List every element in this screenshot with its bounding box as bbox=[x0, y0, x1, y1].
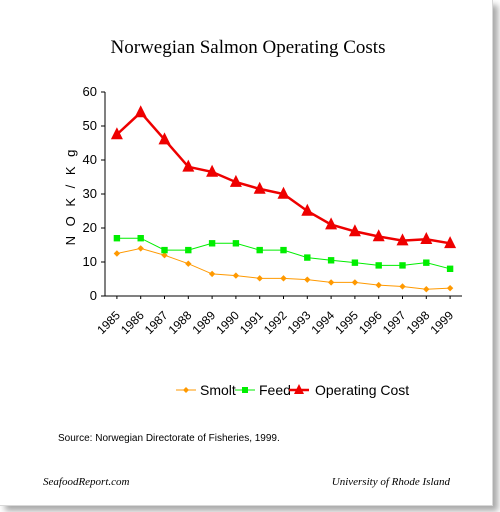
data-point-feed bbox=[185, 246, 192, 254]
data-point-smolt bbox=[351, 279, 359, 286]
data-point-smolt bbox=[446, 284, 454, 292]
data-point-operating-cost bbox=[229, 174, 242, 187]
legend-label: Smolt bbox=[200, 382, 236, 398]
footer-left: SeafoodReport.com bbox=[43, 476, 130, 488]
series-operating-cost bbox=[110, 105, 457, 249]
data-point-smolt bbox=[208, 270, 216, 278]
legend-item-feed: Feed bbox=[235, 382, 291, 398]
data-point-smolt bbox=[399, 283, 406, 290]
y-tick-label: 50 bbox=[83, 118, 97, 133]
data-point-feed bbox=[161, 246, 168, 254]
legend-label: Feed bbox=[259, 382, 291, 398]
y-tick-label: 10 bbox=[83, 254, 97, 269]
data-point-feed bbox=[208, 240, 216, 247]
data-point-smolt bbox=[304, 276, 311, 283]
data-point-feed bbox=[399, 262, 406, 269]
x-ticks: 1985198619871988198919901991199219931994… bbox=[94, 296, 456, 337]
x-tick-label: 1989 bbox=[189, 308, 218, 337]
x-tick-label: 1994 bbox=[308, 308, 337, 337]
data-point-feed bbox=[304, 254, 311, 261]
data-point-operating-cost bbox=[158, 132, 171, 145]
chart-panel bbox=[0, 0, 493, 506]
legend-marker bbox=[242, 387, 248, 393]
data-point-smolt bbox=[161, 252, 168, 259]
x-tick-label: 1996 bbox=[356, 308, 385, 337]
data-point-operating-cost bbox=[182, 159, 195, 172]
data-point-feed bbox=[232, 240, 240, 247]
data-point-operating-cost bbox=[206, 164, 219, 177]
data-point-feed bbox=[351, 259, 359, 266]
x-tick-label: 1999 bbox=[427, 308, 456, 337]
data-point-smolt bbox=[185, 260, 192, 267]
series-group bbox=[110, 105, 457, 293]
footer-right: University of Rhode Island bbox=[332, 476, 451, 488]
x-tick-label: 1995 bbox=[332, 308, 361, 337]
data-point-operating-cost bbox=[420, 232, 433, 245]
legend-label: Operating Cost bbox=[315, 382, 409, 398]
data-point-smolt bbox=[375, 281, 382, 289]
x-tick-label: 1990 bbox=[213, 308, 242, 337]
data-point-operating-cost bbox=[396, 233, 409, 246]
data-point-smolt bbox=[423, 286, 430, 293]
y-tick-label: 20 bbox=[83, 220, 97, 235]
data-point-operating-cost bbox=[325, 217, 338, 230]
chart-title: Norwegian Salmon Operating Costs bbox=[111, 37, 386, 58]
data-point-feed bbox=[327, 257, 335, 264]
source-note: Source: Norwegian Directorate of Fisheri… bbox=[58, 433, 280, 444]
data-point-smolt bbox=[137, 245, 144, 252]
x-tick-label: 1988 bbox=[166, 308, 195, 337]
data-point-feed bbox=[256, 246, 263, 254]
y-tick-label: 60 bbox=[83, 84, 97, 99]
legend-marker bbox=[294, 384, 304, 394]
x-tick-label: 1998 bbox=[404, 308, 433, 337]
data-point-feed bbox=[137, 235, 144, 242]
y-tick-label: 0 bbox=[90, 288, 97, 303]
data-point-feed bbox=[446, 265, 454, 272]
series-feed bbox=[113, 235, 454, 272]
data-point-feed bbox=[113, 235, 121, 242]
x-tick-label: 1991 bbox=[237, 308, 266, 337]
data-point-feed bbox=[280, 246, 287, 254]
data-point-smolt bbox=[327, 279, 335, 286]
x-tick-label: 1985 bbox=[94, 308, 123, 337]
data-point-smolt bbox=[232, 272, 240, 279]
data-point-operating-cost bbox=[110, 127, 123, 140]
y-tick-label: 30 bbox=[83, 186, 97, 201]
y-axis-label: N O K / K g bbox=[63, 147, 78, 246]
data-point-operating-cost bbox=[134, 105, 147, 118]
legend-item-operating-cost: Operating Cost bbox=[289, 382, 409, 398]
legend: Smolt Feed Operating Cost bbox=[176, 382, 409, 398]
data-point-operating-cost bbox=[348, 224, 361, 237]
y-ticks: 0 10 20 30 40 50 60 bbox=[83, 84, 105, 303]
data-point-operating-cost bbox=[444, 236, 457, 249]
data-point-operating-cost bbox=[253, 181, 266, 194]
legend-marker bbox=[183, 387, 189, 393]
data-point-smolt bbox=[256, 275, 263, 282]
data-point-smolt bbox=[113, 250, 121, 257]
x-tick-label: 1993 bbox=[285, 308, 314, 337]
x-tick-label: 1987 bbox=[142, 308, 171, 337]
data-point-feed bbox=[423, 259, 430, 266]
y-tick-label: 40 bbox=[83, 152, 97, 167]
x-tick-label: 1986 bbox=[118, 308, 147, 337]
x-tick-label: 1992 bbox=[261, 308, 290, 337]
series-line-operating-cost bbox=[116, 110, 451, 245]
x-tick-label: 1997 bbox=[380, 308, 409, 337]
legend-item-smolt: Smolt bbox=[176, 382, 236, 398]
data-point-operating-cost bbox=[301, 203, 314, 216]
series-smolt bbox=[113, 245, 454, 293]
data-point-smolt bbox=[280, 275, 287, 282]
data-point-operating-cost bbox=[277, 186, 290, 199]
data-point-feed bbox=[375, 262, 382, 269]
data-point-operating-cost bbox=[372, 229, 385, 242]
